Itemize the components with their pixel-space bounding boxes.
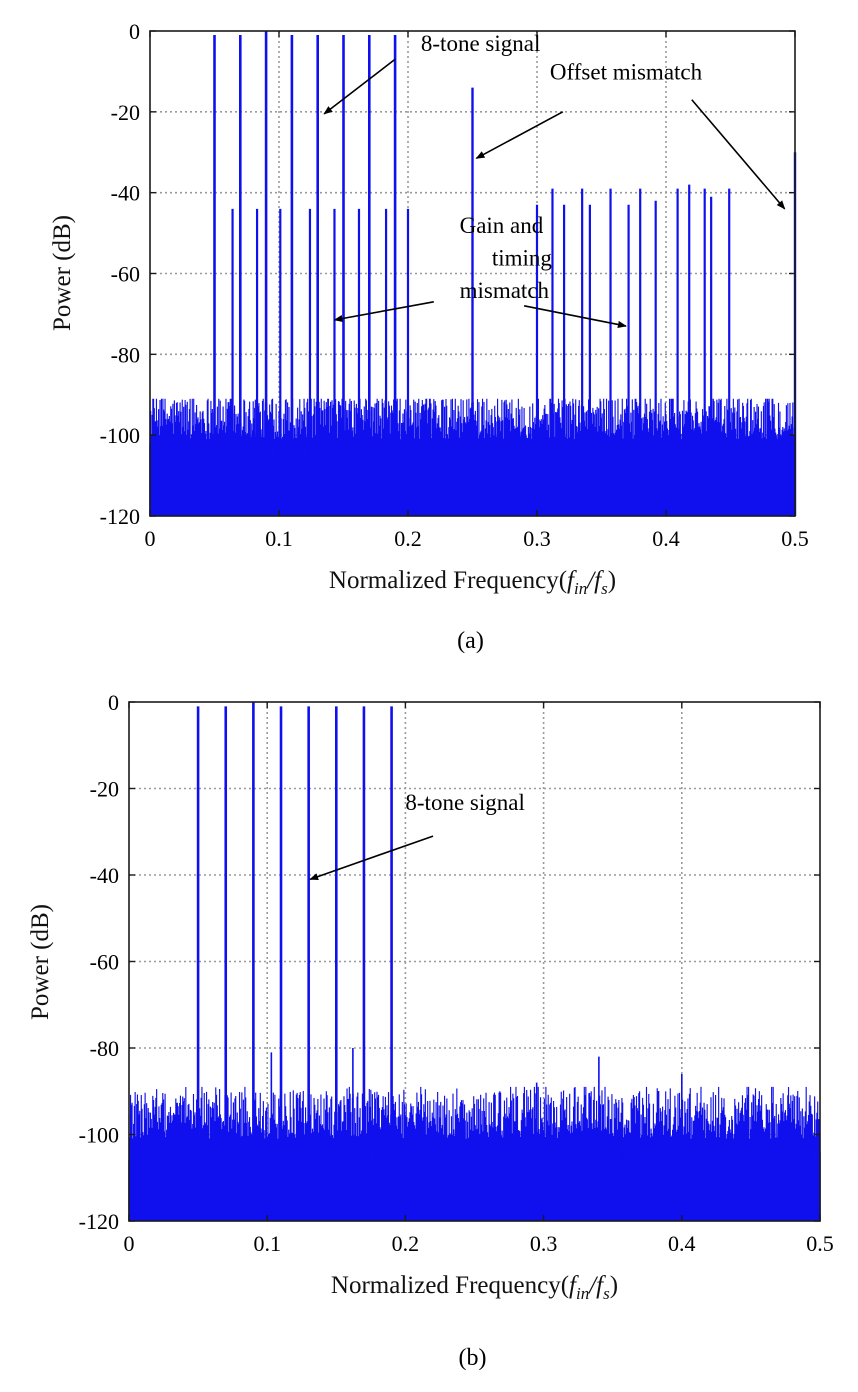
x-tick-label: 0 bbox=[145, 526, 156, 551]
y-tick-label: -40 bbox=[111, 181, 140, 206]
y-tick-label: 0 bbox=[129, 19, 140, 44]
x-tick-label: 0.2 bbox=[394, 526, 422, 551]
annotation-label: Offset mismatch bbox=[550, 60, 703, 85]
figure-caption: (a) bbox=[457, 628, 484, 654]
chart-b: 0 0.1 0.2 0.3 0.4 0.5 0 -20 -40 -60 -80 -100 -120 Pow… bbox=[0, 672, 858, 1392]
x-tick-label: 0 bbox=[124, 1231, 135, 1256]
annotation-arrow bbox=[523, 305, 627, 328]
annotation-label: mismatch bbox=[460, 278, 550, 303]
y-tick-label: -20 bbox=[90, 777, 119, 802]
x-axis-label: Normalized Frequency(fin/fs) bbox=[331, 1272, 618, 1303]
chart-b-svg: 0 0.1 0.2 0.3 0.4 0.5 0 -20 -40 -60 -80 -100 -120 Pow… bbox=[27, 690, 834, 1371]
x-tick-label: 0.3 bbox=[530, 1231, 558, 1256]
y-tick-label: -80 bbox=[111, 342, 140, 367]
y-tick-label: -60 bbox=[90, 950, 119, 975]
x-tick-label: 0.5 bbox=[781, 526, 809, 551]
x-tick-label: 0.4 bbox=[652, 526, 680, 551]
annotation-label: Gain and bbox=[460, 213, 544, 238]
y-axis-label: Power (dB) bbox=[27, 904, 54, 1020]
x-tick-label: 0.3 bbox=[523, 526, 551, 551]
figure-caption: (b) bbox=[459, 1345, 487, 1371]
x-tick-label: 0.2 bbox=[392, 1231, 420, 1256]
y-axis-label: Power (dB) bbox=[49, 215, 76, 331]
x-axis-label: Normalized Frequency(fin/fs) bbox=[329, 567, 616, 598]
y-tick-label: -20 bbox=[111, 100, 140, 125]
y-tick-label: 0 bbox=[108, 690, 119, 715]
annotation-arrow bbox=[691, 99, 786, 210]
y-tick-label: -40 bbox=[90, 863, 119, 888]
y-tick-label: -120 bbox=[79, 1209, 119, 1234]
annotation-arrow bbox=[323, 58, 396, 115]
annotation-label: 8-tone signal bbox=[421, 31, 540, 56]
y-tick-label: -80 bbox=[90, 1036, 119, 1061]
x-tick-label: 0.1 bbox=[253, 1231, 281, 1256]
chart-a: 0 0.1 0.2 0.3 0.4 0.5 0 -20 -40 -60 -80 -100 -120 Pow… bbox=[0, 0, 858, 665]
x-tick-label: 0.4 bbox=[668, 1231, 696, 1256]
x-tick-label: 0.1 bbox=[265, 526, 293, 551]
annotation-arrow bbox=[309, 835, 434, 881]
y-tick-label: -100 bbox=[100, 423, 140, 448]
annotation-arrow bbox=[475, 111, 564, 160]
chart-a-svg: 0 0.1 0.2 0.3 0.4 0.5 0 -20 -40 -60 -80 -100 -120 Pow… bbox=[49, 19, 809, 654]
annotation-label: 8-tone signal bbox=[405, 790, 524, 815]
annotation-label: timing bbox=[492, 245, 553, 270]
y-tick-label: -60 bbox=[111, 262, 140, 287]
x-tick-label: 0.5 bbox=[806, 1231, 834, 1256]
annotation-arrow bbox=[333, 301, 434, 323]
y-tick-label: -120 bbox=[100, 504, 140, 529]
y-tick-label: -100 bbox=[79, 1123, 119, 1148]
